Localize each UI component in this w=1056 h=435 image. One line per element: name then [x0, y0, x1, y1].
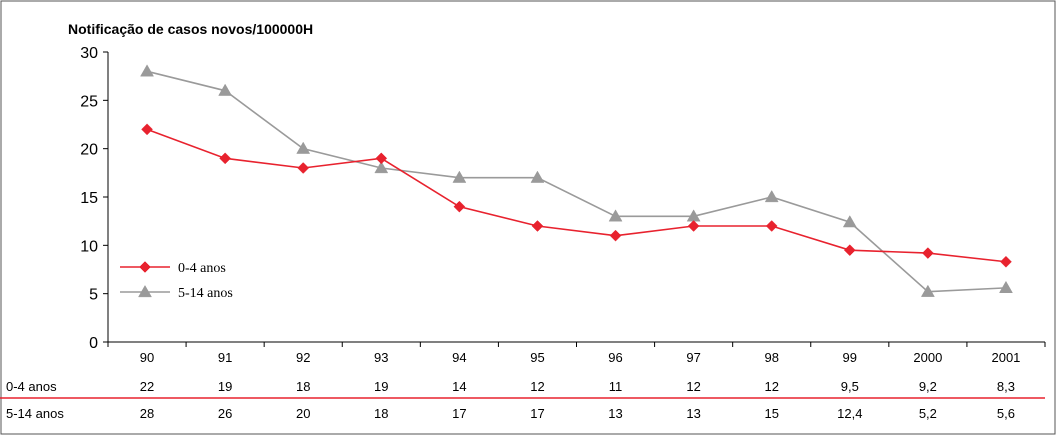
data-point-marker: [530, 170, 545, 183]
x-tick-label: 2000: [913, 350, 942, 365]
x-tick-label: 94: [452, 350, 466, 365]
data-point-marker: [296, 141, 311, 154]
table-cell: 18: [374, 406, 388, 421]
table-cell: 12: [686, 379, 700, 394]
x-tick-label: 93: [374, 350, 388, 365]
y-tick-label: 0: [89, 335, 98, 352]
y-axis-title: Notificação de casos novos/100000H: [68, 21, 313, 37]
table-row-label: 0-4 anos: [6, 379, 57, 394]
table-cell: 12: [764, 379, 778, 394]
y-tick-label: 20: [80, 142, 98, 159]
series-line: [146, 70, 1006, 293]
data-point-marker: [999, 280, 1013, 293]
legend-label: 0-4 anos: [178, 261, 226, 276]
table-row-label: 5-14 anos: [6, 406, 64, 421]
table-cell: 26: [218, 406, 232, 421]
x-tick-label: 98: [764, 350, 778, 365]
table-cell: 13: [686, 406, 700, 421]
x-tick-label: 95: [530, 350, 544, 365]
table-cell: 12,4: [837, 406, 862, 421]
data-point-marker: [374, 160, 389, 174]
table-cell: 11: [609, 379, 623, 394]
x-tick-label: 2001: [991, 350, 1020, 365]
x-tick-label: 96: [608, 350, 622, 365]
y-tick-label: 10: [80, 238, 98, 255]
table-cell: 19: [374, 379, 388, 394]
table-cell: 8,3: [997, 379, 1015, 394]
legend-label: 5-14 anos: [178, 286, 233, 301]
data-point-marker: [764, 189, 779, 203]
data-point-marker: [453, 200, 466, 213]
x-tick-label: 92: [296, 350, 310, 365]
data-table: 0-4 anos 22 19 18 19 14 12 11 12 12 9,5 9,2 8,3 5-14 …: [0, 379, 1045, 421]
plot-series: [140, 64, 1013, 297]
x-tick-label: 90: [140, 350, 154, 365]
series-diamond-group: [141, 123, 1012, 268]
table-cell: 17: [452, 406, 466, 421]
data-point-marker: [375, 152, 388, 165]
data-point-marker: [608, 209, 623, 222]
data-point-marker: [218, 83, 233, 96]
data-point-marker: [219, 152, 231, 165]
data-point-marker: [687, 220, 700, 232]
data-point-marker: [452, 170, 467, 183]
data-point-marker: [141, 123, 153, 136]
x-tick-label: 91: [218, 350, 232, 365]
data-point-marker: [842, 215, 857, 228]
x-axis: 90 91 92 93 94 95 96 97 98 99 2000 2001: [107, 341, 1046, 365]
y-tick-label: 30: [80, 45, 98, 62]
data-point-marker: [765, 220, 778, 232]
data-point-marker: [609, 229, 622, 242]
table-cell: 20: [296, 406, 310, 421]
table-cell: 17: [530, 406, 544, 421]
table-cell: 9,5: [841, 379, 859, 394]
data-point-marker: [920, 284, 935, 297]
data-point-marker: [140, 64, 154, 77]
data-point-marker: [922, 247, 934, 259]
table-cell: 13: [608, 406, 622, 421]
table-cell: 12: [530, 379, 544, 394]
x-tick-label: 97: [686, 350, 700, 365]
data-point-marker: [843, 244, 856, 257]
table-cell: 9,2: [919, 379, 937, 394]
series-line: [146, 128, 1007, 263]
y-tick-label: 25: [80, 93, 98, 110]
table-cell: 5,2: [919, 406, 937, 421]
table-cell: 28: [140, 406, 154, 421]
table-cell: 14: [452, 379, 466, 394]
table-cell: 19: [218, 379, 232, 394]
y-axis: 0 5 10 15 20 25 30: [80, 45, 109, 352]
data-point-marker: [531, 220, 544, 232]
table-cell: 15: [764, 406, 778, 421]
legend-marker: [138, 284, 152, 298]
table-cell: 18: [296, 379, 310, 394]
y-tick-label: 15: [80, 190, 98, 207]
legend: 0-4 anos 5-14 anos: [120, 261, 233, 301]
series-triangle-group: [140, 64, 1013, 297]
y-tick-label: 5: [89, 287, 98, 304]
table-cell: 22: [140, 379, 154, 394]
data-point-marker: [1000, 255, 1012, 268]
table-cell: 5,6: [997, 406, 1015, 421]
data-point-marker: [297, 162, 310, 174]
legend-marker: [139, 261, 151, 273]
x-tick-label: 99: [843, 350, 857, 365]
